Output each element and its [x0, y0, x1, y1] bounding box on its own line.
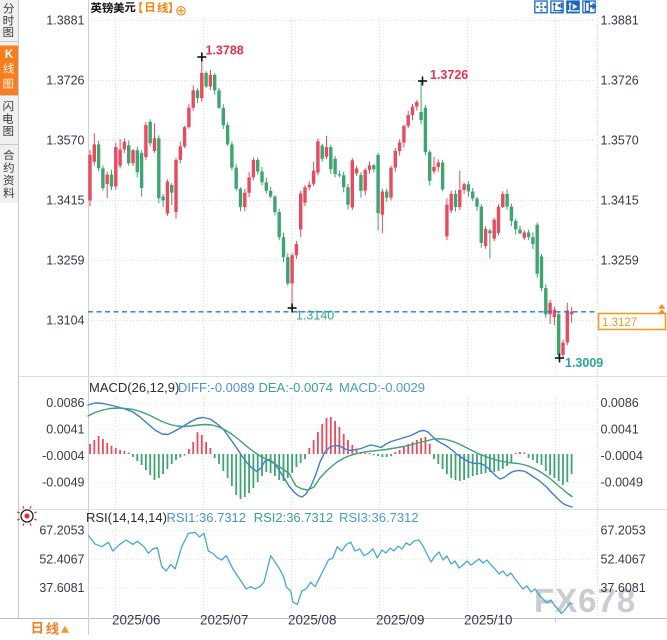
svg-text:67.2053: 67.2053 — [39, 524, 84, 538]
svg-text:0.0086: 0.0086 — [46, 396, 84, 410]
svg-text:1.3726: 1.3726 — [430, 68, 468, 82]
svg-text:MACD(26,12,9): MACD(26,12,9) — [89, 380, 179, 395]
svg-text:1.3881: 1.3881 — [46, 14, 84, 28]
svg-text:1.3726: 1.3726 — [601, 74, 639, 88]
svg-text:K: K — [5, 49, 14, 61]
svg-text:2025/08: 2025/08 — [288, 613, 336, 628]
svg-text:2025/09: 2025/09 — [376, 613, 424, 628]
svg-text:1.3726: 1.3726 — [46, 74, 84, 88]
svg-text:1.3415: 1.3415 — [46, 194, 84, 208]
svg-text:RSI1:36.7312: RSI1:36.7312 — [167, 510, 247, 525]
svg-text:1.3127: 1.3127 — [602, 317, 637, 329]
svg-text:1.3140: 1.3140 — [296, 309, 334, 323]
svg-text:1.3259: 1.3259 — [46, 254, 84, 268]
svg-text:2025/06: 2025/06 — [112, 613, 160, 628]
svg-text:DEA:-0.0074: DEA:-0.0074 — [259, 380, 333, 395]
svg-text:RSI(14,14,14): RSI(14,14,14) — [86, 510, 167, 525]
svg-text:1.3570: 1.3570 — [46, 134, 84, 148]
svg-text:1.3415: 1.3415 — [601, 194, 639, 208]
svg-text:RSI2:36.7312: RSI2:36.7312 — [254, 510, 334, 525]
svg-text:1.3009: 1.3009 — [565, 356, 603, 370]
svg-text:37.6081: 37.6081 — [601, 581, 646, 595]
svg-text:-0.0049: -0.0049 — [42, 476, 84, 490]
svg-text:2025/07: 2025/07 — [200, 613, 248, 628]
svg-text:-0.0004: -0.0004 — [601, 449, 643, 463]
svg-text:1.3259: 1.3259 — [601, 254, 639, 268]
svg-text:MACD:-0.0029: MACD:-0.0029 — [339, 380, 425, 395]
svg-text:1.3788: 1.3788 — [206, 44, 244, 58]
svg-text:0.0041: 0.0041 — [601, 423, 639, 437]
svg-text:RSI3:36.7312: RSI3:36.7312 — [339, 510, 419, 525]
svg-text:0.0086: 0.0086 — [601, 396, 639, 410]
svg-text:52.4067: 52.4067 — [39, 552, 84, 566]
svg-text:0.0041: 0.0041 — [46, 423, 84, 437]
svg-text:-0.0004: -0.0004 — [42, 449, 84, 463]
svg-text:-0.0049: -0.0049 — [601, 476, 643, 490]
svg-text:1.3570: 1.3570 — [601, 134, 639, 148]
svg-text:37.6081: 37.6081 — [39, 581, 84, 595]
svg-text:DIFF:-0.0089: DIFF:-0.0089 — [178, 380, 255, 395]
svg-text:1.3881: 1.3881 — [601, 14, 639, 28]
svg-text:2025/10: 2025/10 — [464, 613, 512, 628]
svg-text:1.3104: 1.3104 — [46, 314, 84, 328]
svg-text:52.4067: 52.4067 — [601, 552, 646, 566]
svg-text:67.2053: 67.2053 — [601, 524, 646, 538]
